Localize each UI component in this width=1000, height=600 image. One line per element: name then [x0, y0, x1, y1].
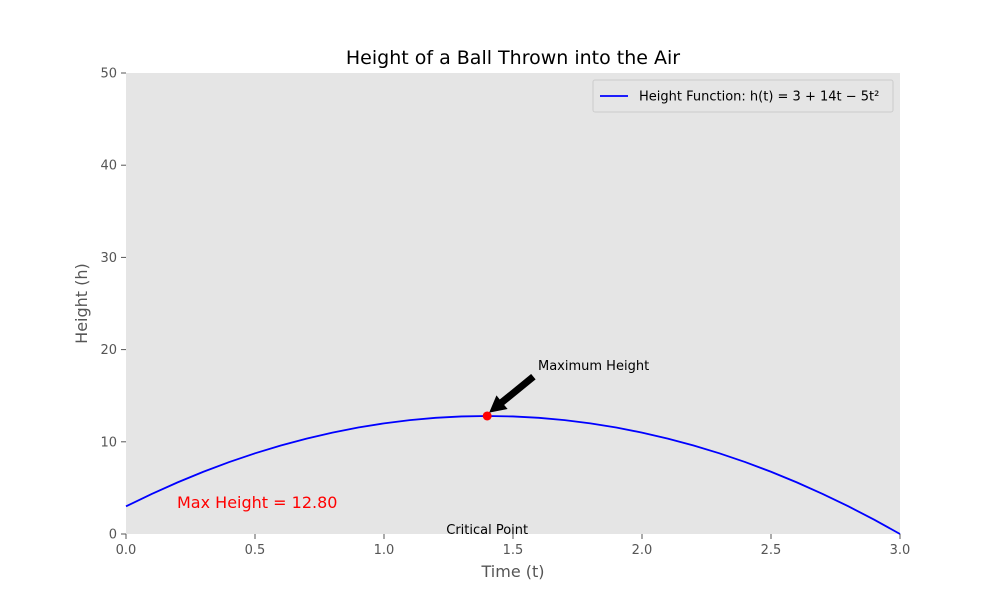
y-axis-label: Height (h)	[72, 263, 91, 344]
maximum-height-annotation: Maximum Height	[538, 359, 649, 374]
x-tick-label: 2.0	[632, 543, 653, 558]
annotation-arrow	[489, 373, 536, 413]
max-point-marker	[482, 411, 492, 421]
legend-box	[592, 79, 894, 113]
y-tick-label: 50	[100, 67, 117, 82]
series-line-height-function	[125, 415, 901, 535]
y-tick-label: 20	[100, 343, 117, 358]
legend: Height Function: h(t) = 3 + 14t − 5t²	[592, 79, 894, 113]
x-axis: 0.0 0.5 1.0 1.5 2.0 2.5 3.0	[116, 534, 911, 558]
x-tick-label: 1.0	[374, 543, 395, 558]
critical-point-label: Critical Point	[446, 523, 528, 538]
x-tick-label: 3.0	[890, 543, 911, 558]
y-axis: 0 10 20 30 40 50	[100, 67, 126, 543]
legend-label: Height Function: h(t) = 3 + 14t − 5t²	[639, 90, 879, 105]
y-tick-label: 40	[100, 159, 117, 174]
x-tick-label: 0.5	[245, 543, 266, 558]
x-axis-label: Time (t)	[481, 562, 545, 581]
chart-title: Height of a Ball Thrown into the Air	[346, 47, 680, 69]
y-tick-label: 10	[100, 435, 117, 450]
x-tick-label: 0.0	[116, 543, 137, 558]
y-tick-label: 0	[109, 528, 117, 543]
max-height-text: Max Height = 12.80	[177, 493, 337, 512]
y-tick-label: 30	[100, 251, 117, 266]
x-tick-label: 2.5	[761, 543, 782, 558]
plot-area	[126, 73, 900, 534]
x-tick-label: 1.5	[503, 543, 524, 558]
